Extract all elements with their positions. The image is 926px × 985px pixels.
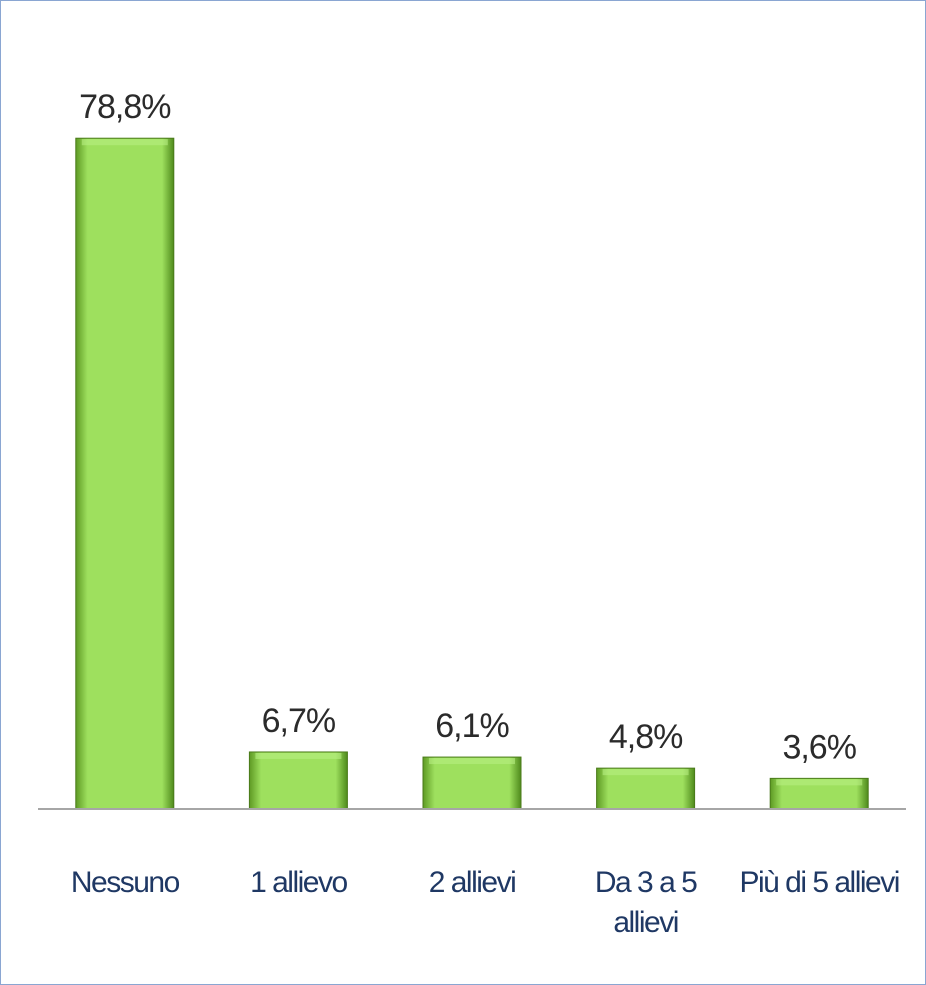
bar xyxy=(422,756,522,810)
x-tick-label: 1 allievo xyxy=(250,866,348,899)
x-tick-label: 2 allievi xyxy=(428,866,517,899)
bar-bevel xyxy=(776,779,863,786)
bar xyxy=(75,137,175,810)
value-label: 78,8% xyxy=(79,88,171,126)
x-tick-label: Nessuno xyxy=(70,866,180,899)
bar-bevel xyxy=(81,139,168,146)
bar xyxy=(248,751,348,810)
bar-bevel xyxy=(602,769,689,776)
x-tick-label: Da 3 a 5 allievi xyxy=(594,866,698,939)
value-label: 4,8% xyxy=(609,718,683,756)
bar-bevel xyxy=(255,752,342,759)
bar-bevel xyxy=(429,758,515,765)
value-label: 3,6% xyxy=(782,728,856,766)
value-label: 6,7% xyxy=(262,702,336,740)
value-label: 6,1% xyxy=(435,707,509,745)
x-tick-label: Più di 5 allievi xyxy=(739,866,900,899)
